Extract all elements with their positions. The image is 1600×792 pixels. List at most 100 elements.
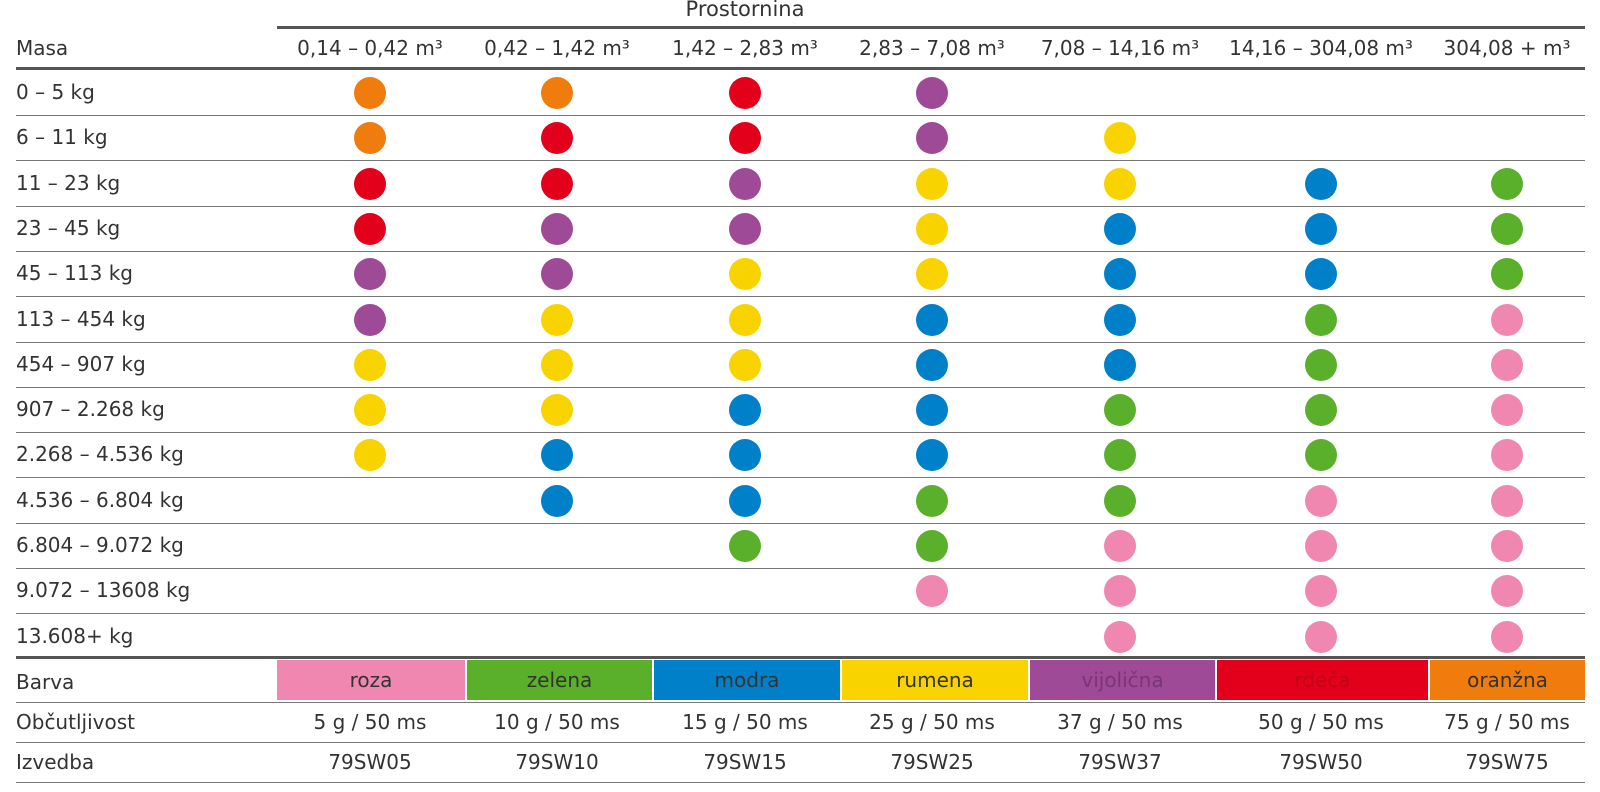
color-swatch: oranžna xyxy=(1430,660,1585,700)
indicator-dot xyxy=(729,394,761,427)
color-swatch: modra xyxy=(654,660,840,700)
column-header: 0,14 – 0,42 m³ xyxy=(297,36,443,60)
indicator-dot xyxy=(1104,167,1136,200)
row-header: Masa xyxy=(16,36,69,60)
sensitivity-value: 50 g / 50 ms xyxy=(1258,710,1384,734)
row-divider xyxy=(16,477,1585,479)
barva-label: Barva xyxy=(16,670,75,694)
indicator-dot xyxy=(1104,122,1136,155)
row-label: 6 – 11 kg xyxy=(16,125,108,150)
indicator-dot xyxy=(1491,167,1523,200)
indicator-dot xyxy=(1305,348,1337,381)
indicator-dot xyxy=(1104,439,1136,472)
header-top-rule xyxy=(277,26,1585,29)
indicator-dot xyxy=(354,122,386,155)
indicator-dot xyxy=(916,575,948,608)
column-header: 14,16 – 304,08 m³ xyxy=(1229,36,1413,60)
indicator-dot xyxy=(916,484,948,517)
indicator-dot xyxy=(354,77,386,109)
indicator-dot xyxy=(916,303,948,336)
sensitivity-value: 25 g / 50 ms xyxy=(869,710,995,734)
indicator-dot xyxy=(1305,258,1337,291)
indicator-dot xyxy=(729,439,761,472)
indicator-dot xyxy=(1491,303,1523,336)
row-divider xyxy=(16,296,1585,298)
indicator-dot xyxy=(354,303,386,336)
indicator-dot xyxy=(729,484,761,517)
footer-divider-2 xyxy=(16,742,1585,743)
color-swatch: vijolična xyxy=(1030,660,1215,700)
indicator-dot xyxy=(1491,394,1523,427)
indicator-dot xyxy=(729,258,761,291)
row-label: 113 – 454 kg xyxy=(16,306,146,331)
header-bottom-rule xyxy=(16,67,1585,70)
footer-divider-1 xyxy=(16,702,1585,703)
indicator-dot xyxy=(541,394,573,427)
model-code: 79SW25 xyxy=(890,750,974,774)
row-label: 6.804 – 9.072 kg xyxy=(16,533,184,557)
row-label: 907 – 2.268 kg xyxy=(16,397,165,422)
indicator-dot xyxy=(1104,575,1136,608)
sensitivity-value: 5 g / 50 ms xyxy=(313,710,427,734)
indicator-dot xyxy=(1305,212,1337,245)
indicator-dot xyxy=(1305,303,1337,336)
indicator-dot xyxy=(916,122,948,155)
model-code: 79SW05 xyxy=(328,750,412,774)
row-label: 4.536 – 6.804 kg xyxy=(16,487,184,512)
indicator-dot xyxy=(354,167,386,200)
indicator-dot xyxy=(541,303,573,336)
indicator-dot xyxy=(354,212,386,245)
color-swatch: zelena xyxy=(467,660,652,700)
row-label: 2.268 – 4.536 kg xyxy=(16,442,184,467)
indicator-dot xyxy=(1104,212,1136,245)
indicator-dot xyxy=(1491,212,1523,245)
model-code: 79SW10 xyxy=(515,750,599,774)
row-label: 13.608+ kg xyxy=(16,623,134,648)
indicator-dot xyxy=(1104,303,1136,336)
row-divider xyxy=(16,160,1585,162)
indicator-dot xyxy=(1305,167,1337,200)
row-divider xyxy=(16,432,1585,434)
indicator-dot xyxy=(354,348,386,381)
indicator-dot xyxy=(541,167,573,200)
indicator-dot xyxy=(1491,484,1523,517)
sensitivity-value: 15 g / 50 ms xyxy=(682,710,808,734)
indicator-dot xyxy=(1491,575,1523,608)
row-label: 11 – 23 kg xyxy=(16,170,121,195)
indicator-dot xyxy=(541,258,573,291)
row-divider xyxy=(16,115,1585,116)
row-label: 45 – 113 kg xyxy=(16,261,133,286)
row-label: 0 – 5 kg xyxy=(16,80,95,104)
row-divider xyxy=(16,568,1585,569)
indicator-dot xyxy=(1104,394,1136,427)
indicator-dot xyxy=(1104,530,1136,562)
model-code: 79SW75 xyxy=(1465,750,1549,774)
indicator-dot xyxy=(916,530,948,562)
indicator-dot xyxy=(916,212,948,245)
indicator-dot xyxy=(541,212,573,245)
column-header: 304,08 + m³ xyxy=(1443,36,1571,60)
color-swatch: roza xyxy=(277,660,465,700)
indicator-dot xyxy=(1305,530,1337,562)
footer-divider-3 xyxy=(16,782,1585,783)
indicator-dot xyxy=(1491,620,1523,653)
indicator-dot xyxy=(729,530,761,562)
row-divider xyxy=(16,522,1585,524)
indicator-dot xyxy=(1104,484,1136,517)
obcutljivost-label: Občutljivost xyxy=(16,710,135,734)
indicator-dot xyxy=(1491,530,1523,562)
indicator-dot xyxy=(1305,394,1337,427)
row-label: 9.072 – 13608 kg xyxy=(16,578,191,603)
indicator-dot xyxy=(1104,348,1136,381)
row-label: 454 – 907 kg xyxy=(16,351,146,376)
indicator-dot xyxy=(916,439,948,472)
column-header: 7,08 – 14,16 m³ xyxy=(1040,36,1200,60)
indicator-dot xyxy=(916,77,948,109)
indicator-dot xyxy=(1305,439,1337,472)
indicator-dot xyxy=(729,348,761,381)
indicator-dot xyxy=(729,303,761,336)
indicator-dot xyxy=(916,348,948,381)
sensitivity-value: 37 g / 50 ms xyxy=(1057,710,1183,734)
indicator-dot xyxy=(541,122,573,155)
